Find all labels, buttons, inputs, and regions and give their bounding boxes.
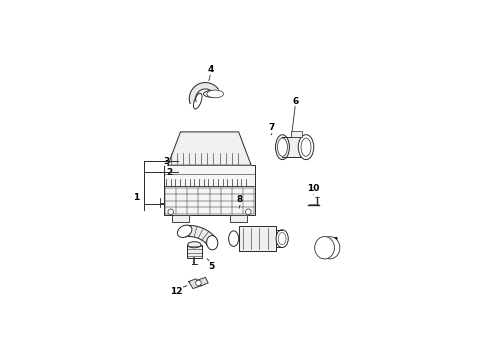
Ellipse shape	[188, 242, 201, 248]
Polygon shape	[168, 132, 251, 165]
Polygon shape	[184, 225, 217, 245]
Ellipse shape	[276, 230, 288, 247]
Text: 8: 8	[237, 195, 243, 204]
Text: 3: 3	[164, 157, 170, 166]
Ellipse shape	[315, 237, 334, 259]
Circle shape	[168, 209, 173, 215]
Bar	[239, 226, 276, 251]
Circle shape	[245, 209, 251, 215]
Polygon shape	[172, 215, 189, 222]
Ellipse shape	[275, 135, 290, 159]
Text: 5: 5	[208, 262, 214, 271]
Text: 11: 11	[327, 237, 339, 246]
Ellipse shape	[316, 238, 333, 257]
Text: 1: 1	[133, 193, 139, 202]
Text: 7: 7	[269, 123, 275, 132]
Bar	[282, 138, 306, 157]
Text: 12: 12	[170, 287, 183, 296]
Text: 6: 6	[293, 97, 298, 106]
Ellipse shape	[277, 138, 288, 156]
Text: 9: 9	[260, 227, 267, 236]
Polygon shape	[189, 279, 201, 288]
Text: 4: 4	[208, 65, 214, 74]
Ellipse shape	[298, 135, 314, 159]
Ellipse shape	[207, 90, 223, 98]
Ellipse shape	[315, 237, 334, 259]
Ellipse shape	[301, 138, 311, 156]
Polygon shape	[197, 278, 208, 286]
Ellipse shape	[278, 233, 286, 245]
Ellipse shape	[318, 240, 332, 256]
Polygon shape	[230, 215, 247, 222]
Text: 2: 2	[166, 168, 172, 177]
Polygon shape	[189, 82, 219, 104]
Circle shape	[196, 280, 201, 286]
Ellipse shape	[194, 93, 202, 109]
Bar	[187, 245, 202, 258]
Ellipse shape	[207, 235, 218, 250]
Ellipse shape	[229, 231, 239, 246]
Bar	[164, 165, 255, 215]
Bar	[291, 131, 302, 138]
Text: 10: 10	[307, 184, 319, 193]
Ellipse shape	[203, 91, 220, 97]
Ellipse shape	[177, 225, 192, 238]
Ellipse shape	[320, 237, 340, 259]
